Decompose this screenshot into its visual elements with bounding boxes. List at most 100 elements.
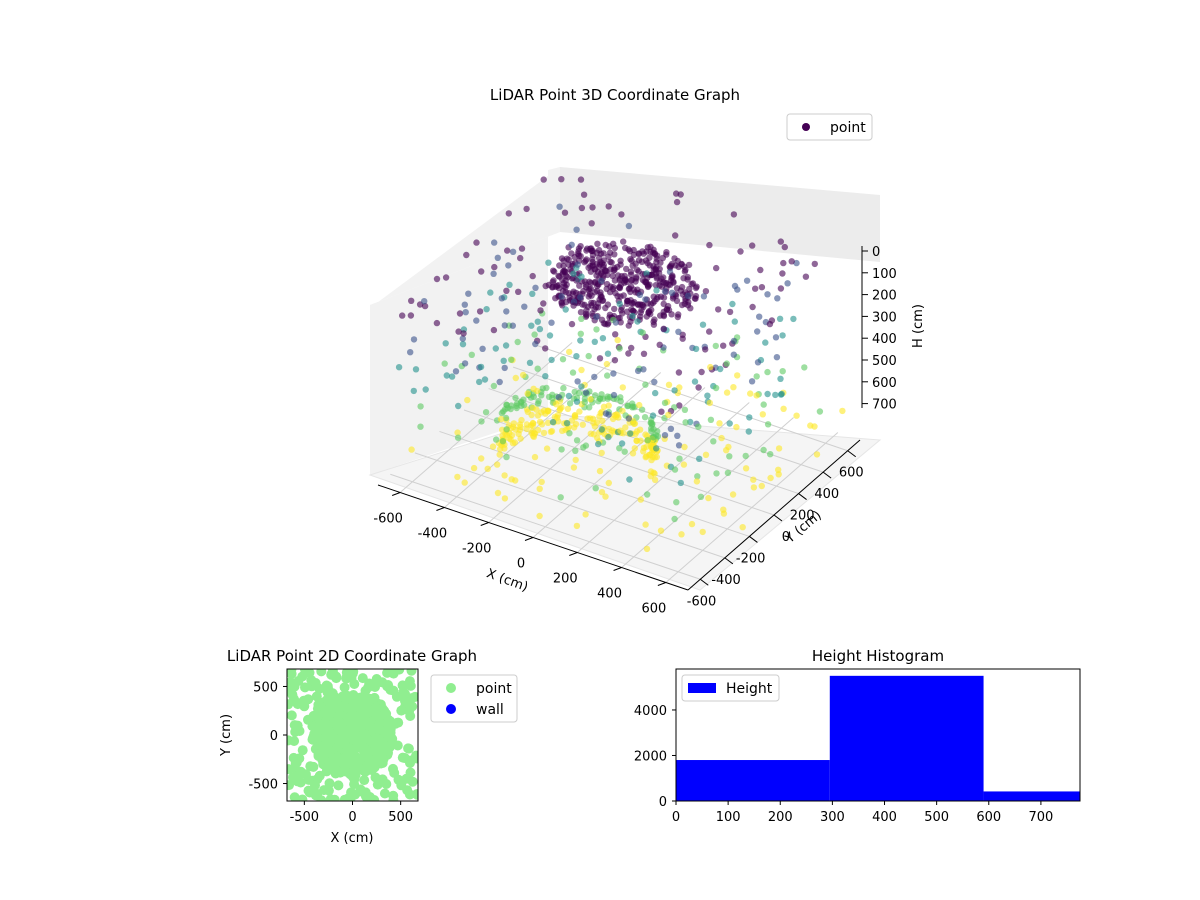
chart-3d-point	[604, 372, 611, 379]
chart-3d-point	[539, 385, 546, 392]
chart-3d-point	[640, 250, 647, 257]
chart-3d-point	[454, 434, 462, 441]
chart-3d-x-tick-label: 600	[641, 602, 666, 617]
chart-3d-point	[548, 427, 556, 435]
chart-2d-point	[355, 709, 366, 720]
chart-3d-point	[775, 445, 783, 452]
chart-3d-point	[684, 276, 691, 283]
chart-2d-point	[348, 772, 359, 783]
chart-2d-point	[357, 673, 368, 684]
chart-3d-point	[407, 349, 414, 356]
chart-3d-point	[569, 369, 577, 376]
histogram-x-ticks: 0 100 200 300 400 500 600 700	[672, 801, 1053, 825]
chart-3d-point	[745, 428, 752, 435]
chart-3d-point	[540, 429, 548, 437]
chart-3d-x-tick-label: -600	[373, 512, 403, 527]
chart-3d-point	[621, 448, 628, 455]
chart-2d-legend-marker-point	[446, 683, 456, 693]
chart-3d-point	[610, 370, 617, 377]
chart-3d-point	[542, 410, 549, 417]
chart-3d-point	[681, 406, 689, 413]
chart-3d-point	[653, 258, 660, 266]
chart-2d-point	[305, 761, 316, 772]
chart-3d-point	[640, 444, 648, 452]
chart-2d-point	[326, 669, 337, 680]
chart-3d-point	[667, 262, 674, 269]
chart-3d-point	[647, 310, 654, 318]
chart-3d-point	[774, 295, 781, 302]
chart-3d-point	[490, 326, 498, 334]
chart-3d-point	[564, 405, 572, 413]
histogram-bars	[676, 675, 1080, 801]
chart-3d-point	[691, 378, 699, 385]
chart-3d-point	[460, 330, 467, 337]
chart-3d-point	[679, 335, 686, 342]
chart-3d-point	[793, 259, 800, 267]
chart-3d-y-tick	[749, 536, 758, 543]
chart-3d-point	[675, 369, 683, 376]
chart-3d-point	[531, 430, 538, 437]
chart-3d-gridline-x	[621, 417, 794, 568]
chart-3d-point	[491, 239, 498, 246]
chart-3d-point	[614, 411, 621, 419]
chart-3d-point	[723, 447, 730, 454]
chart-3d-point	[558, 446, 565, 453]
chart-3d-point	[754, 328, 761, 335]
chart-3d-point	[749, 242, 756, 249]
chart-3d-point	[816, 408, 824, 415]
chart-2d-point	[388, 795, 399, 801]
chart-3d-z-axis-label: H (cm)	[911, 304, 926, 348]
chart-3d-point	[616, 300, 623, 308]
chart-3d-point	[734, 372, 741, 379]
chart-3d-point	[508, 356, 515, 363]
chart-3d-z-tick-label: 700	[872, 398, 897, 413]
chart-3d-y-tick	[822, 471, 832, 479]
chart-3d-point	[653, 287, 660, 294]
chart-3d-point	[478, 418, 485, 425]
chart-3d-point	[778, 390, 785, 398]
chart-2d-point	[317, 750, 328, 761]
chart-3d-point	[489, 443, 497, 450]
chart-3d-point	[479, 345, 486, 352]
chart-2d-point	[297, 745, 308, 756]
chart-2d-point	[331, 752, 342, 763]
chart-3d-point	[532, 340, 539, 348]
chart-2d-y-tick-label: 0	[270, 729, 278, 744]
chart-3d-point	[647, 248, 654, 256]
chart-3d-point	[572, 447, 579, 454]
chart-3d-point	[537, 307, 544, 314]
chart-3d-point	[599, 417, 606, 425]
chart-2d-legend: point wall	[430, 674, 518, 723]
chart-2d-point	[287, 684, 296, 695]
chart-3d-point	[625, 222, 633, 230]
chart-2d-point	[381, 708, 392, 719]
chart-3d-point	[730, 351, 737, 358]
chart-3d-point	[614, 336, 621, 344]
chart-3d-point	[577, 176, 585, 183]
chart-3d-point	[540, 300, 547, 307]
chart-3d-point	[476, 308, 484, 315]
chart-3d-point	[603, 360, 611, 368]
chart-3d-gridline-x	[576, 402, 750, 553]
chart-3d-point	[713, 470, 720, 477]
chart-3d-point	[528, 411, 535, 419]
chart-3d-point	[706, 328, 713, 335]
chart-3d-point	[605, 433, 612, 441]
chart-3d-point	[651, 316, 658, 323]
chart-2d-point	[331, 766, 342, 777]
chart-2d-point	[348, 694, 359, 705]
chart-3d-point	[560, 262, 567, 270]
chart-3d-point	[490, 270, 497, 277]
chart-3d-point	[678, 531, 685, 538]
chart-3d-point	[573, 437, 581, 444]
chart-3d-x-tick-label: -400	[418, 527, 448, 542]
chart-3d-point	[544, 419, 552, 426]
chart-3d-point	[462, 309, 469, 316]
chart-3d-point	[562, 306, 569, 313]
chart-3d-y-tick-label: -400	[711, 573, 741, 588]
chart-3d-point	[776, 315, 784, 322]
chart-3d-point	[503, 453, 510, 461]
chart-2d-point	[287, 699, 294, 710]
